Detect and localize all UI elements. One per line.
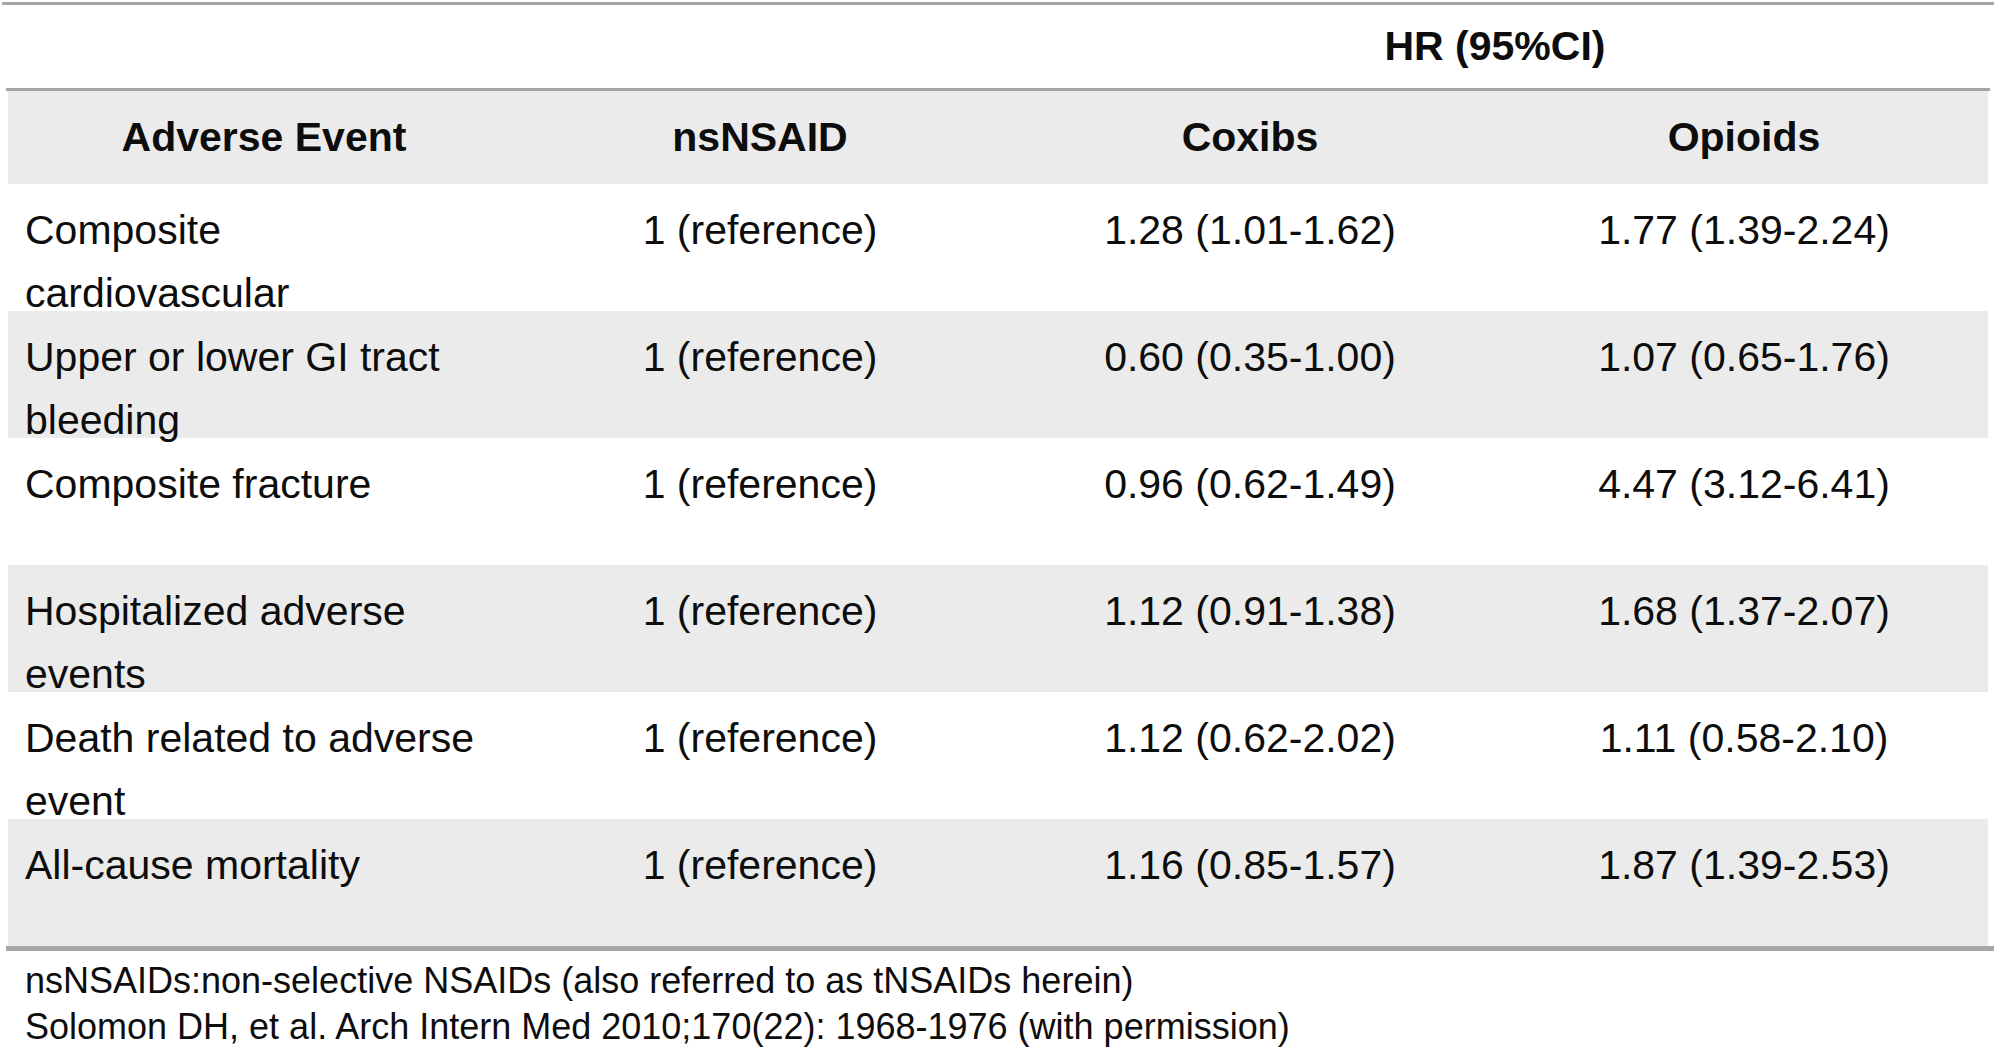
- footnote-citation: Solomon DH, et al. Arch Intern Med 2010;…: [25, 1004, 1925, 1050]
- cell-coxibs: 1.16 (0.85-1.57): [1000, 834, 1500, 897]
- table-row: Death related to adverse event 1 (refere…: [8, 692, 1988, 819]
- footnotes: nsNSAIDs:non-selective NSAIDs (also refe…: [25, 958, 1925, 1050]
- cell-opioids: 1.68 (1.37-2.07): [1500, 580, 1988, 643]
- cell-nsnsaid: 1 (reference): [520, 580, 1000, 643]
- table-body: Composite cardiovascular 1 (reference) 1…: [8, 184, 1988, 946]
- cell-opioids: 1.87 (1.39-2.53): [1500, 834, 1988, 897]
- cell-opioids: 1.11 (0.58-2.10): [1500, 707, 1988, 770]
- table-row: Upper or lower GI tract bleeding 1 (refe…: [8, 311, 1988, 438]
- column-header-coxibs: Coxibs: [1000, 114, 1500, 161]
- cell-coxibs: 1.12 (0.91-1.38): [1000, 580, 1500, 643]
- table-row: Composite cardiovascular 1 (reference) 1…: [8, 184, 1988, 311]
- table-figure: HR (95%CI) Adverse Event nsNSAID Coxibs …: [0, 0, 2000, 1063]
- table-header-row: Adverse Event nsNSAID Coxibs Opioids: [8, 91, 1988, 184]
- cell-adverse-event: Upper or lower GI tract bleeding: [8, 326, 520, 452]
- column-header-nsnsaid: nsNSAID: [520, 114, 1000, 161]
- table-row: Composite fracture 1 (reference) 0.96 (0…: [8, 438, 1988, 565]
- spanner-header: HR (95%CI): [1000, 5, 1990, 88]
- table-row: All-cause mortality 1 (reference) 1.16 (…: [8, 819, 1988, 946]
- cell-coxibs: 0.96 (0.62-1.49): [1000, 453, 1500, 516]
- spanner-label: HR (95%CI): [1385, 23, 1606, 70]
- cell-coxibs: 1.28 (1.01-1.62): [1000, 199, 1500, 262]
- cell-opioids: 4.47 (3.12-6.41): [1500, 453, 1988, 516]
- cell-coxibs: 1.12 (0.62-2.02): [1000, 707, 1500, 770]
- cell-nsnsaid: 1 (reference): [520, 834, 1000, 897]
- column-header-adverse-event: Adverse Event: [8, 114, 520, 161]
- cell-nsnsaid: 1 (reference): [520, 199, 1000, 262]
- cell-opioids: 1.77 (1.39-2.24): [1500, 199, 1988, 262]
- table-row: Hospitalized adverse events 1 (reference…: [8, 565, 1988, 692]
- cell-adverse-event: Composite fracture: [8, 453, 520, 516]
- cell-adverse-event: Composite cardiovascular: [8, 199, 520, 325]
- footnote-abbreviation: nsNSAIDs:non-selective NSAIDs (also refe…: [25, 958, 1925, 1004]
- cell-adverse-event: Hospitalized adverse events: [8, 580, 520, 706]
- cell-adverse-event: Death related to adverse event: [8, 707, 520, 833]
- column-header-opioids: Opioids: [1500, 114, 1988, 161]
- hazard-ratio-table: Adverse Event nsNSAID Coxibs Opioids Com…: [8, 91, 1988, 946]
- cell-nsnsaid: 1 (reference): [520, 707, 1000, 770]
- cell-nsnsaid: 1 (reference): [520, 326, 1000, 389]
- cell-nsnsaid: 1 (reference): [520, 453, 1000, 516]
- cell-coxibs: 0.60 (0.35-1.00): [1000, 326, 1500, 389]
- cell-adverse-event: All-cause mortality: [8, 834, 520, 897]
- cell-opioids: 1.07 (0.65-1.76): [1500, 326, 1988, 389]
- bottom-rule: [6, 946, 1994, 951]
